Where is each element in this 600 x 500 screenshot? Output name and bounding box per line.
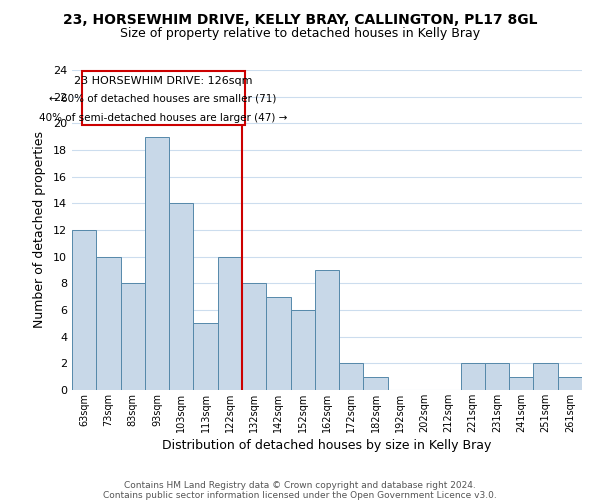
Bar — [193, 324, 218, 390]
Bar — [218, 256, 242, 390]
Bar — [533, 364, 558, 390]
Text: 40% of semi-detached houses are larger (47) →: 40% of semi-detached houses are larger (… — [39, 112, 287, 122]
Bar — [121, 284, 145, 390]
Y-axis label: Number of detached properties: Number of detached properties — [33, 132, 46, 328]
Bar — [339, 364, 364, 390]
Bar — [290, 310, 315, 390]
Bar — [558, 376, 582, 390]
Text: Size of property relative to detached houses in Kelly Bray: Size of property relative to detached ho… — [120, 28, 480, 40]
Text: ← 60% of detached houses are smaller (71): ← 60% of detached houses are smaller (71… — [49, 94, 277, 104]
Text: 23 HORSEWHIM DRIVE: 126sqm: 23 HORSEWHIM DRIVE: 126sqm — [74, 76, 253, 86]
Text: Contains HM Land Registry data © Crown copyright and database right 2024.: Contains HM Land Registry data © Crown c… — [124, 481, 476, 490]
Bar — [145, 136, 169, 390]
Bar — [266, 296, 290, 390]
Bar — [509, 376, 533, 390]
Bar — [96, 256, 121, 390]
Bar — [315, 270, 339, 390]
Bar — [364, 376, 388, 390]
Bar — [72, 230, 96, 390]
Bar — [242, 284, 266, 390]
Text: Contains public sector information licensed under the Open Government Licence v3: Contains public sector information licen… — [103, 491, 497, 500]
Bar — [461, 364, 485, 390]
Bar — [169, 204, 193, 390]
FancyBboxPatch shape — [82, 71, 245, 125]
Bar — [485, 364, 509, 390]
Text: 23, HORSEWHIM DRIVE, KELLY BRAY, CALLINGTON, PL17 8GL: 23, HORSEWHIM DRIVE, KELLY BRAY, CALLING… — [63, 12, 537, 26]
X-axis label: Distribution of detached houses by size in Kelly Bray: Distribution of detached houses by size … — [163, 439, 491, 452]
